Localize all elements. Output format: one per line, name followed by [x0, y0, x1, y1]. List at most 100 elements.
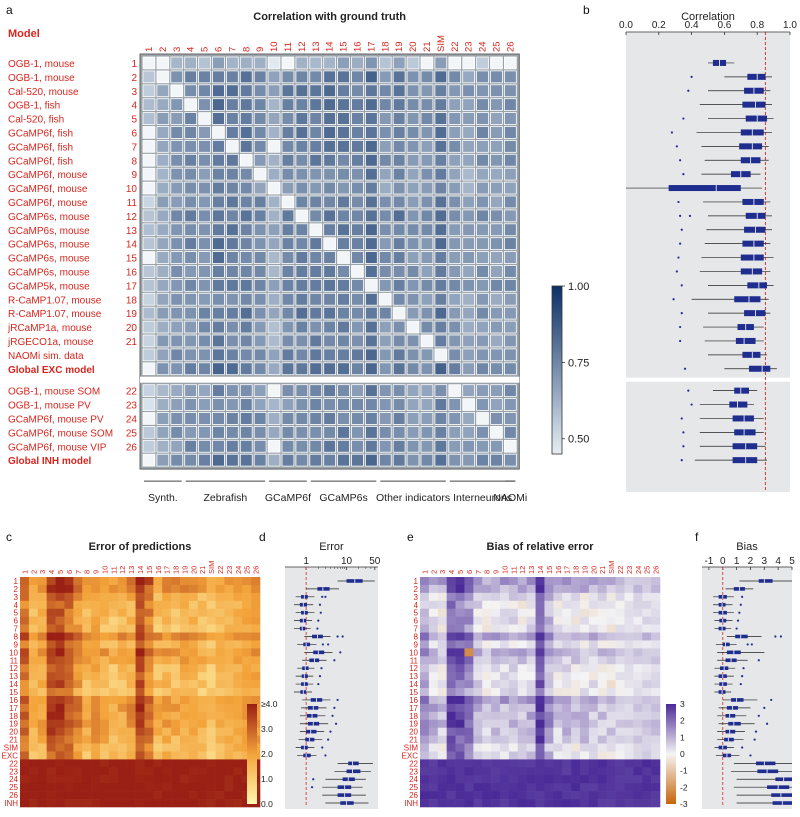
heatmap-e-cell — [588, 624, 599, 633]
heatmap-c-cell — [162, 656, 172, 665]
heatmap-a-cell — [239, 56, 253, 70]
heatmap-a-cell — [170, 425, 184, 439]
heatmap-a-cell — [170, 265, 184, 278]
heatmap-e-cell — [464, 664, 474, 673]
heatmap-a-cell — [434, 439, 448, 453]
heatmap-a-cell — [295, 398, 309, 411]
heatmap-a-cell — [503, 84, 517, 98]
heatmap-a-cell — [434, 195, 448, 209]
heatmap-e-cell — [562, 624, 572, 633]
heatmap-e-cell — [580, 584, 590, 594]
heatmap-e-cell — [517, 751, 527, 760]
heatmap-e-cell — [420, 664, 430, 673]
heatmap-a-cell — [351, 84, 364, 98]
heatmap-c-cell — [162, 799, 172, 808]
heatmap-a-row-number: 16 — [126, 267, 138, 278]
heatmap-e-cell — [588, 592, 599, 602]
heatmap-e-cell — [544, 577, 554, 586]
heatmap-c-cell — [233, 767, 243, 776]
heatmap-e-cell — [633, 799, 643, 808]
heatmap-c-cell — [100, 727, 110, 736]
heatmap-c-cell — [37, 680, 47, 689]
heatmap-c-cell — [117, 577, 127, 586]
heatmap-a-cell — [490, 334, 503, 348]
heatmap-a-cell — [212, 223, 225, 237]
heatmap-c-row-label: 26 — [9, 791, 18, 800]
boxplot-f-box — [756, 761, 776, 766]
heatmap-a-cell — [281, 209, 295, 223]
heatmap-e-cell — [473, 719, 483, 728]
heatmap-c-cell — [197, 688, 207, 697]
heatmap-a-cell — [323, 126, 337, 139]
heatmap-c-cell — [126, 672, 136, 681]
heatmap-c-cell — [206, 695, 216, 705]
heatmap-e-row-label: 19 — [409, 720, 418, 729]
heatmap-c-cell — [55, 743, 65, 752]
heatmap-e-cell — [535, 672, 545, 681]
heatmap-e-cell — [606, 632, 616, 641]
heatmap-e-cell — [420, 577, 430, 586]
heatmap-e-cell — [535, 759, 545, 768]
heatmap-e-cell — [624, 600, 634, 610]
heatmap-a-cell — [267, 292, 281, 306]
heatmap-c-cell — [46, 664, 56, 673]
heatmap-e-cell — [455, 648, 465, 657]
heatmap-e-cell — [597, 656, 607, 665]
heatmap-a-cell — [490, 167, 503, 181]
heatmap-a-cell — [239, 195, 253, 209]
heatmap-c-cell — [233, 711, 243, 721]
heatmap-e-cell — [597, 775, 607, 784]
heatmap-e-cell — [642, 783, 652, 792]
heatmap-a-cell — [503, 439, 517, 453]
heatmap-a-cell — [392, 384, 406, 398]
heatmap-c-cell — [224, 751, 234, 760]
heatmap-c-cell — [20, 592, 30, 602]
heatmap-c-cell — [233, 695, 243, 705]
heatmap-a-cell — [142, 223, 156, 237]
heatmap-a-cell — [364, 237, 378, 250]
heatmap-c-cell — [135, 584, 145, 594]
heatmap-a-cell — [198, 98, 211, 111]
boxplot-f-box — [725, 729, 736, 734]
heatmap-c-cell — [171, 656, 181, 665]
heatmap-c-cell — [215, 624, 225, 633]
heatmap-e-cell — [535, 719, 545, 728]
heatmap-e-row-label: 22 — [409, 759, 418, 768]
heatmap-c-cell — [242, 592, 252, 602]
heatmap-a-row-name: GCaMP6f, mouse PV — [8, 414, 104, 425]
heatmap-c-cell — [108, 577, 119, 586]
boxplot-f-outlier — [741, 746, 744, 749]
heatmap-a-cell — [170, 334, 184, 348]
heatmap-e-cell — [651, 656, 661, 665]
heatmap-e-cell — [588, 727, 599, 736]
heatmap-e-cell — [544, 608, 554, 617]
heatmap-e-cell — [606, 584, 616, 594]
heatmap-c-cell — [188, 743, 199, 752]
heatmap-a-cell — [448, 398, 462, 411]
boxplot-b-tick-label: 1.0 — [783, 20, 797, 31]
heatmap-e-cell — [491, 791, 501, 800]
heatmap-c-cell — [20, 743, 30, 752]
heatmap-e-cell — [544, 783, 554, 792]
heatmap-e-cell — [571, 727, 581, 736]
heatmap-a-cell — [406, 292, 420, 306]
heatmap-c-cell — [100, 624, 110, 633]
heatmap-e-cell — [642, 632, 652, 641]
heatmap-e-cell — [597, 759, 607, 768]
heatmap-c-cell — [162, 767, 172, 776]
heatmap-e-cell — [597, 584, 607, 594]
heatmap-a-cell — [392, 265, 406, 278]
heatmap-c-cell — [206, 775, 216, 784]
heatmap-c-cell — [162, 743, 172, 752]
heatmap-a-cell — [142, 84, 156, 98]
heatmap-a-cell — [448, 384, 462, 398]
heatmap-e-cell — [588, 751, 599, 760]
heatmap-a-cell — [420, 209, 434, 223]
heatmap-c-cell — [162, 703, 172, 713]
heatmap-a-cell — [170, 112, 184, 125]
heatmap-e-cell — [633, 672, 643, 681]
heatmap-e-row-label: 2 — [414, 585, 419, 594]
heatmap-a-cell — [364, 348, 378, 362]
heatmap-a-cell — [281, 320, 295, 334]
heatmap-a-cell — [378, 398, 392, 411]
